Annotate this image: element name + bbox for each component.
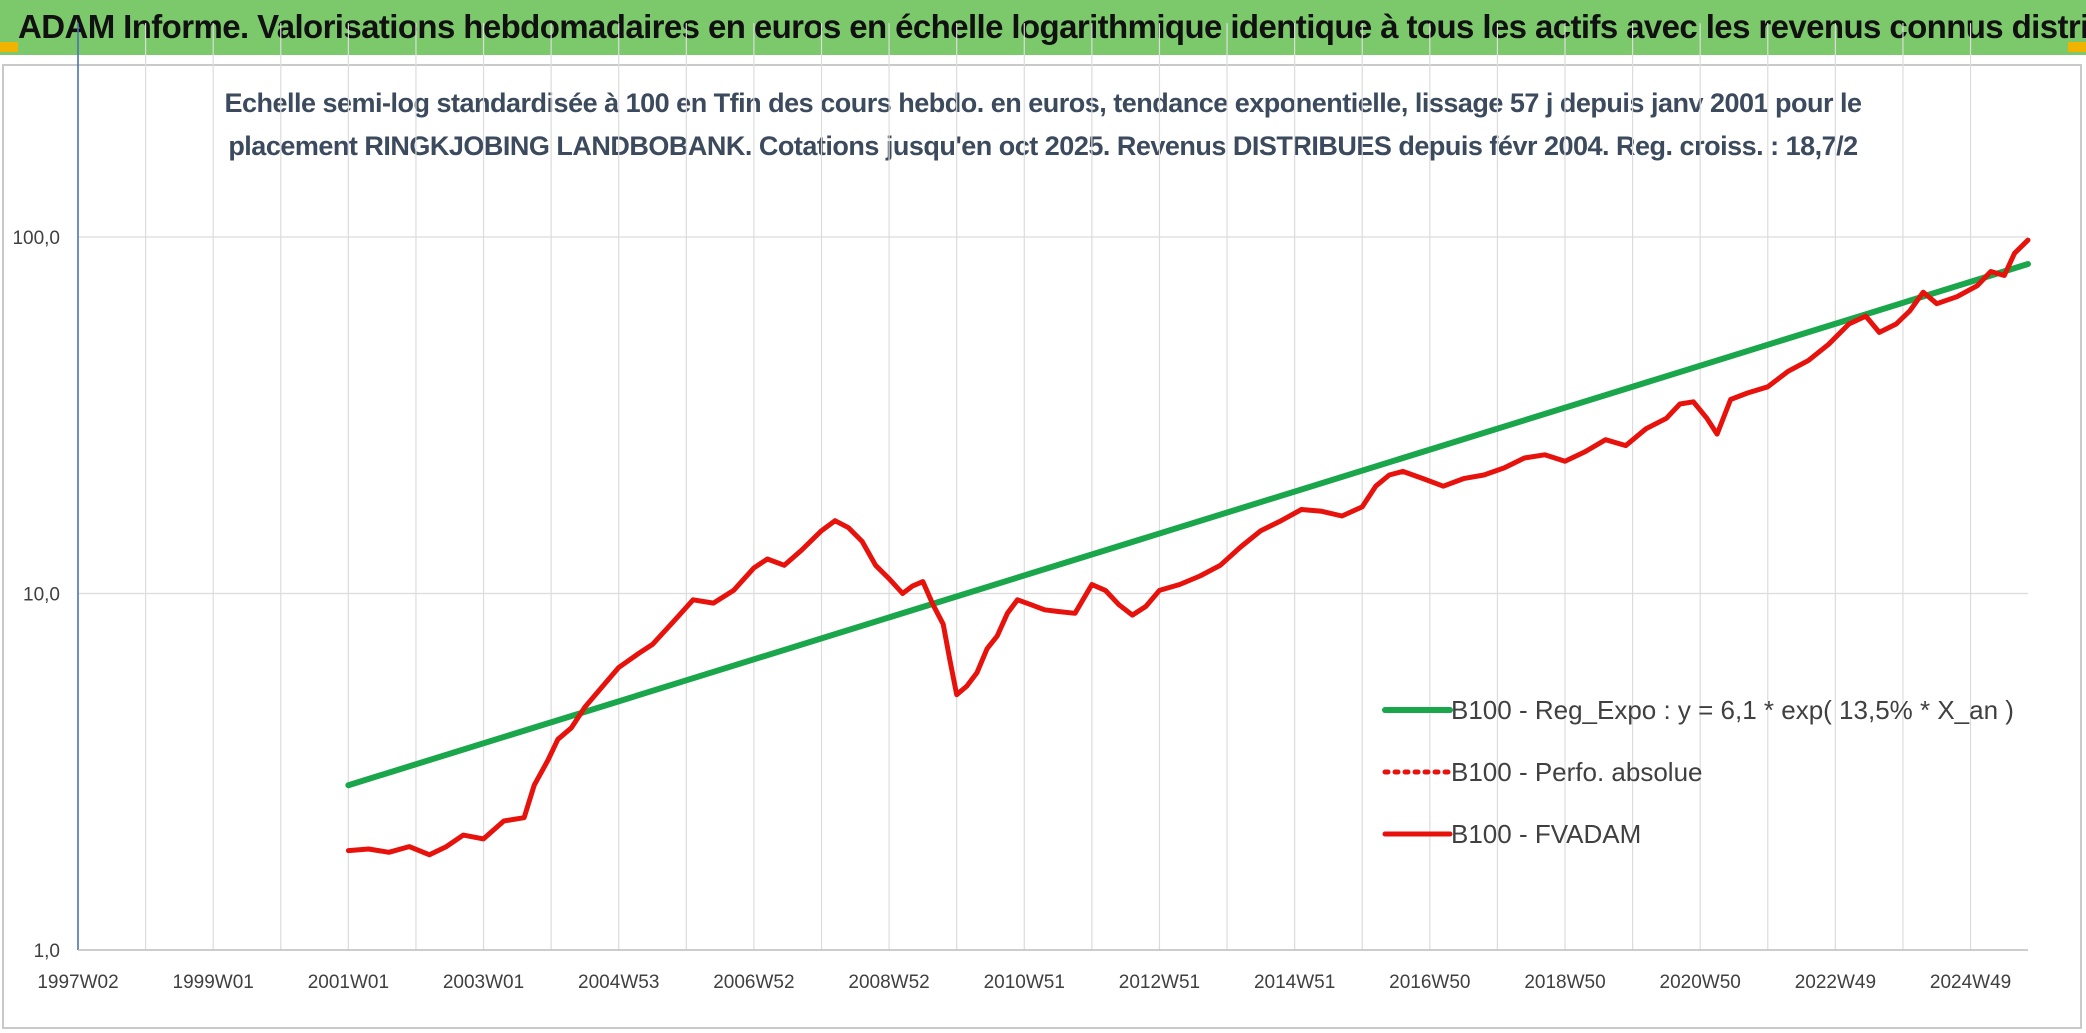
x-tick-label: 2022W49 (1795, 972, 1876, 993)
x-tick-label: 2024W49 (1930, 972, 2011, 993)
x-tick-label: 1997W02 (37, 972, 118, 993)
y-tick-label: 10,0 (23, 585, 60, 606)
x-tick-label: 2016W50 (1389, 972, 1470, 993)
series-lines (345, 237, 2031, 858)
legend: B100 - Reg_Expo : y = 6,1 * exp( 13,5% *… (1382, 695, 2014, 849)
x-tick-label: 2006W52 (713, 972, 794, 993)
y-tick-label: 1,0 (34, 941, 60, 962)
x-tick-label: 2018W50 (1524, 972, 1605, 993)
x-tick-label: 2003W01 (443, 972, 524, 993)
x-tick-label: 2020W50 (1660, 972, 1741, 993)
legend-label: B100 - FVADAM (1451, 819, 1641, 849)
axes: 1,0 10,0 100,0 1997W02 1999W01 2001W01 2003W01… (12, 23, 2028, 993)
chart-title-line1: Echelle semi-log standardisée à 100 en T… (224, 88, 1862, 118)
x-tick-label: 2008W52 (848, 972, 929, 993)
legend-label: B100 - Reg_Expo : y = 6,1 * exp( 13,5% *… (1451, 695, 2014, 725)
grid (78, 23, 2028, 951)
corner-marker-right (2068, 42, 2086, 52)
chart-title-line2: placement RINGKJOBING LANDBOBANK. Cotati… (228, 131, 1858, 161)
y-tick-label: 100,0 (12, 228, 60, 249)
legend-label: B100 - Perfo. absolue (1451, 757, 1703, 787)
series-line (345, 237, 2031, 858)
chart-frame (2, 64, 2082, 1029)
x-tick-label: 2001W01 (308, 972, 389, 993)
x-tick-label: 1999W01 (173, 972, 254, 993)
corner-marker-left (0, 42, 18, 52)
x-tick-label: 2004W53 (578, 972, 659, 993)
report-title: ADAM Informe. Valorisations hebdomadaire… (18, 8, 2086, 45)
x-tick-label: 2012W51 (1119, 972, 1200, 993)
series-line (345, 261, 2031, 789)
x-tick-label: 2014W51 (1254, 972, 1335, 993)
title-banner: ADAM Informe. Valorisations hebdomadaire… (0, 0, 2086, 58)
x-tick-label: 2010W51 (984, 972, 1065, 993)
